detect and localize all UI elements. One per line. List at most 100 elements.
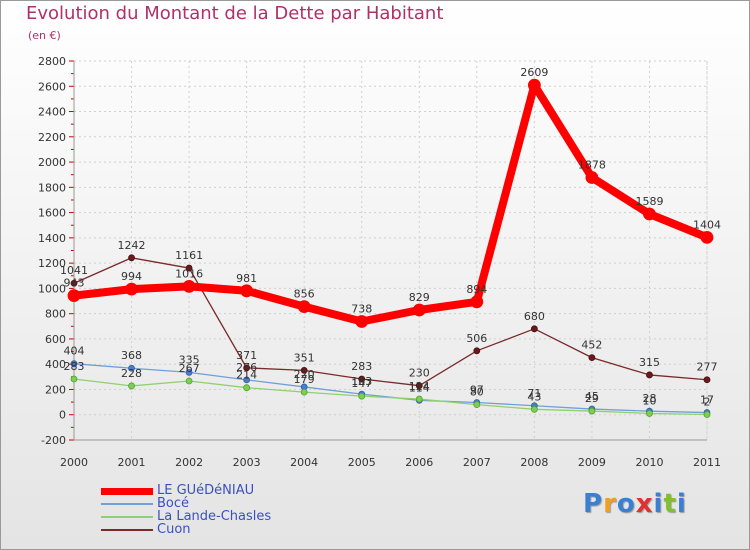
x-tick-label: 2011 xyxy=(693,456,721,469)
data-point-cuon xyxy=(128,254,135,262)
data-point-la-lande-chasles xyxy=(185,377,193,385)
data-point-la-lande-chasles xyxy=(300,388,308,396)
data-point-boc xyxy=(185,369,193,376)
data-point-la-lande-chasles xyxy=(358,392,366,400)
data-label-le-gu-d-niau: 994 xyxy=(121,270,142,283)
chart-subtitle: (en €) xyxy=(28,29,61,42)
data-label-cuon: 351 xyxy=(294,351,315,364)
data-label-la-lande-chasles: 228 xyxy=(121,367,142,380)
data-label-cuon: 277 xyxy=(697,361,718,374)
y-tick-label: 1000 xyxy=(38,282,66,295)
series-line-boc xyxy=(73,363,708,414)
data-label-la-lande-chasles: 43 xyxy=(527,390,541,403)
legend-swatch-le-guedeniau xyxy=(101,488,153,495)
legend-label-boce: Bocé xyxy=(157,496,190,511)
data-label-le-gu-d-niau: 1878 xyxy=(578,158,606,171)
data-label-cuon: 452 xyxy=(581,339,602,352)
data-label-boc: 335 xyxy=(179,353,200,366)
data-point-la-lande-chasles xyxy=(473,401,481,409)
x-tick-label: 2002 xyxy=(175,456,203,469)
data-label-boc: 28 xyxy=(642,392,656,405)
grid xyxy=(73,60,708,441)
data-point-cuon xyxy=(243,364,251,372)
data-point-le-gu-d-niau xyxy=(67,289,81,303)
data-point-le-gu-d-niau xyxy=(527,78,541,92)
data-point-cuon xyxy=(70,279,78,287)
data-label-cuon: 1041 xyxy=(60,264,88,277)
data-point-la-lande-chasles xyxy=(415,395,423,403)
legend-label-la-lande-chasles: La Lande-Chasles xyxy=(157,509,272,524)
data-point-le-gu-d-niau xyxy=(700,230,714,244)
data-point-le-gu-d-niau xyxy=(297,300,311,313)
data-label-la-lande-chasles: 179 xyxy=(294,373,315,386)
y-tick-label: 2800 xyxy=(38,55,66,68)
y-tick-label: 1400 xyxy=(38,232,66,245)
y-tick-label: 400 xyxy=(45,358,66,371)
data-point-le-gu-d-niau xyxy=(182,279,196,293)
data-label-le-gu-d-niau: 981 xyxy=(236,272,257,285)
y-tick-label: -200 xyxy=(41,434,66,447)
y-tick-label: 1600 xyxy=(38,207,66,220)
y-tick-label: 1800 xyxy=(38,181,66,194)
y-tick-label: 1200 xyxy=(38,257,66,270)
data-point-cuon xyxy=(473,347,481,355)
data-label-boc: 276 xyxy=(236,361,257,374)
legend-swatch-boce xyxy=(101,503,153,505)
data-point-cuon xyxy=(185,264,193,272)
data-label-boc: 368 xyxy=(121,349,142,362)
x-tick-label: 2008 xyxy=(520,456,548,469)
axes: -200 0 200 400 600 800 1000 1200 1400 1600 1800 200… xyxy=(38,55,721,469)
data-point-le-gu-d-niau xyxy=(240,284,254,298)
x-tick-label: 2009 xyxy=(578,456,606,469)
data-point-le-gu-d-niau xyxy=(412,303,426,317)
data-label-boc: 71 xyxy=(527,387,541,400)
data-point-le-gu-d-niau xyxy=(355,315,369,328)
data-label-la-lande-chasles: 283 xyxy=(64,360,85,373)
series-line-la-lande-chasles xyxy=(73,378,708,416)
x-tick-label: 2000 xyxy=(60,456,88,469)
data-label-le-gu-d-niau: 2609 xyxy=(520,66,548,79)
logo-letter: o xyxy=(616,489,636,519)
data-label-cuon: 283 xyxy=(351,360,372,373)
x-tick-label: 2010 xyxy=(635,456,663,469)
y-tick-label: 0 xyxy=(59,409,66,422)
data-label-cuon: 315 xyxy=(639,356,660,369)
data-label-boc: 220 xyxy=(294,368,315,381)
data-point-cuon xyxy=(646,371,653,379)
data-label-cuon: 1161 xyxy=(175,249,203,262)
data-point-cuon xyxy=(530,325,538,333)
data-point-cuon xyxy=(703,376,711,384)
data-label-la-lande-chasles: 214 xyxy=(236,369,257,382)
data-label-la-lande-chasles: 147 xyxy=(351,377,372,390)
data-point-la-lande-chasles xyxy=(530,405,538,413)
x-tick-label: 2006 xyxy=(405,456,433,469)
legend-swatch-cuon xyxy=(101,529,153,531)
data-point-le-gu-d-niau xyxy=(470,295,484,309)
x-tick-label: 2004 xyxy=(290,456,318,469)
data-label-boc: 404 xyxy=(64,345,85,358)
data-label-la-lande-chasles: 2 xyxy=(704,395,711,408)
data-point-le-gu-d-niau xyxy=(125,282,138,296)
legend-label-le-guedeniau: LE GUéDéNIAU xyxy=(157,483,255,498)
y-tick-label: 200 xyxy=(45,383,66,396)
y-tick-label: 2400 xyxy=(38,106,66,119)
data-label-boc: 45 xyxy=(585,390,599,403)
proxiti-logo: Proxiti xyxy=(583,489,687,519)
data-label-boc: 163 xyxy=(351,375,372,388)
data-label-la-lande-chasles: 29 xyxy=(585,392,599,405)
data-point-la-lande-chasles xyxy=(243,384,251,392)
data-label-la-lande-chasles: 267 xyxy=(179,362,200,375)
data-label-le-gu-d-niau: 856 xyxy=(294,288,315,301)
series-line-le-gu-d-niau xyxy=(70,81,711,326)
logo-letter: i xyxy=(676,489,687,519)
data-label-le-gu-d-niau: 1016 xyxy=(175,267,203,280)
data-point-le-gu-d-niau xyxy=(585,171,599,184)
data-label-cuon: 371 xyxy=(236,349,257,362)
data-point-boc xyxy=(70,360,78,368)
data-point-la-lande-chasles xyxy=(70,375,78,383)
y-tick-label: 2200 xyxy=(38,131,66,144)
x-tick-label: 2005 xyxy=(348,456,376,469)
logo-letter: x xyxy=(635,489,654,519)
data-point-boc xyxy=(128,364,135,372)
